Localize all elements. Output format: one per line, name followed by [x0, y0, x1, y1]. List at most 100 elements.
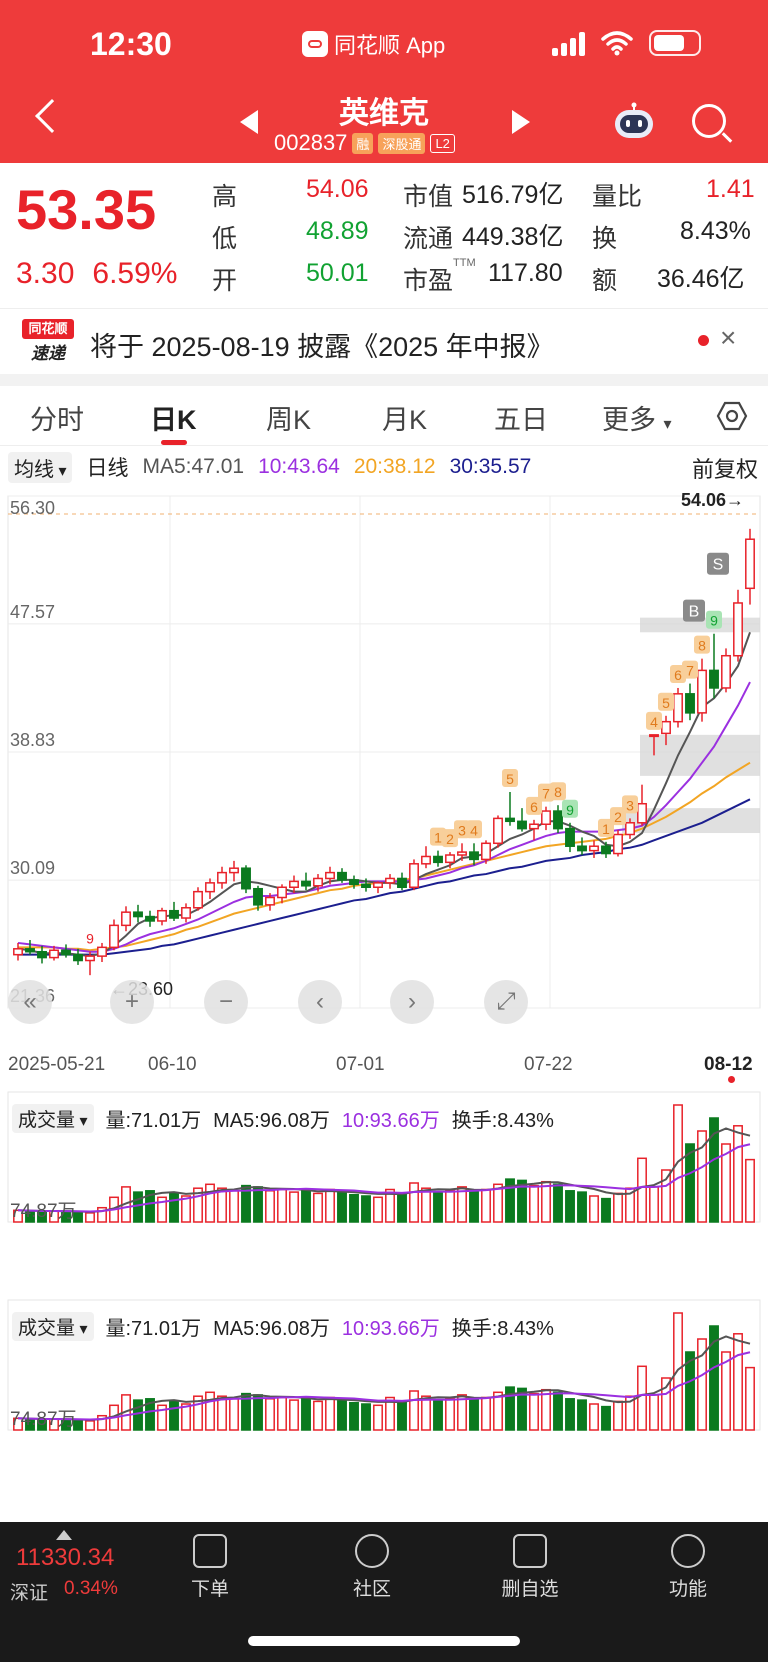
volume-dropdown[interactable]: 成交量 [12, 1312, 94, 1341]
volume-turnover: 换手:8.43% [451, 1318, 554, 1340]
volume-value: 量:71.01万 [105, 1110, 202, 1132]
mktcap-label: 市值 [403, 183, 454, 211]
tab-more[interactable]: 更多 ▾ [602, 398, 672, 437]
volume-bar [337, 1191, 347, 1223]
chart-settings-icon[interactable] [716, 400, 748, 432]
volume-bar [685, 1143, 695, 1223]
index-value[interactable]: 11330.34 [16, 1544, 115, 1571]
tab-more-caret-icon: ▾ [663, 416, 672, 433]
candle-body [181, 907, 191, 919]
next-stock-icon[interactable] [512, 110, 530, 134]
indicator-dropdown[interactable]: 均线 [8, 451, 73, 483]
fullscreen-icon[interactable]: ⤢ [484, 980, 528, 1024]
volume-bar [97, 1206, 107, 1223]
period-tabs: 分时 日K 周K 月K 五日 更多 ▾ [0, 386, 768, 446]
search-icon[interactable] [692, 104, 726, 138]
candle-body [481, 842, 491, 861]
float-value: 449.38亿 [462, 223, 564, 251]
volume-bar [193, 1187, 203, 1223]
volume-bar [421, 1187, 431, 1223]
td-marker-label: 4 [470, 822, 478, 838]
volume-bar [661, 1169, 671, 1223]
candle-body [85, 955, 95, 962]
collapse-icon[interactable]: « [8, 980, 52, 1024]
candle-body [145, 915, 155, 922]
nav-order[interactable]: 下单 [160, 1534, 260, 1601]
td-marker-label: 1 [434, 830, 442, 846]
td-marker-label: 2 [446, 831, 454, 847]
candle-body [37, 950, 47, 959]
volume-bar [637, 1365, 647, 1431]
nav-functions[interactable]: 功能 [638, 1534, 738, 1601]
volume-bar [469, 1398, 479, 1431]
news-text[interactable]: 将于 2025-08-19 披露《2025 年中报》 [90, 332, 554, 362]
nav-remove-watch[interactable]: 删自选 [480, 1534, 580, 1601]
unread-dot [698, 335, 709, 346]
robot-assistant-icon[interactable] [612, 102, 656, 140]
volume-ma5: MA5:96.08万 [213, 1318, 330, 1340]
candle-body [457, 851, 467, 856]
tab-five-day[interactable]: 五日 [494, 405, 548, 435]
volume-bar [181, 1195, 191, 1223]
adjust-mode[interactable]: 前复权 [692, 457, 759, 482]
news-close-icon[interactable]: × [720, 322, 737, 353]
prev-stock-icon[interactable] [240, 110, 258, 134]
tab-intraday[interactable]: 分时 [30, 405, 84, 435]
ma-lines [17, 631, 751, 958]
scroll-right-icon[interactable]: › [390, 980, 434, 1024]
zoom-in-icon[interactable]: + [110, 980, 154, 1024]
volume-bar [553, 1391, 563, 1431]
tab-monthly-k[interactable]: 月K [382, 405, 428, 435]
app-indicator[interactable]: 同花顺 App [302, 28, 445, 60]
active-tab-indicator [161, 440, 187, 445]
candle-body [421, 855, 431, 865]
volume-bar [385, 1188, 395, 1223]
volume-bar [517, 1179, 527, 1223]
signal-badge [707, 552, 729, 575]
nav-community[interactable]: 社区 [322, 1534, 422, 1601]
date-tick: 07-01 [336, 1054, 385, 1075]
volume-bar [373, 1196, 383, 1223]
candle-body [469, 851, 479, 861]
td-marker-label: 9 [566, 802, 574, 818]
volume-bar [505, 1386, 515, 1431]
volume-bar [433, 1191, 443, 1223]
td-marker-bg [526, 796, 542, 815]
index-up-arrow-icon [56, 1530, 72, 1540]
tab-daily-k[interactable]: 日K [150, 405, 197, 435]
volume-bar [349, 1401, 359, 1431]
mktcap-value: 516.79亿 [462, 181, 564, 209]
volume-dropdown[interactable]: 成交量 [12, 1104, 94, 1133]
volume-bar [589, 1195, 599, 1223]
volume-bar [313, 1192, 323, 1223]
td-marker-label: 7 [686, 663, 694, 679]
candle-body [97, 946, 107, 957]
volume-bar [85, 1420, 95, 1431]
volume-turnover: 换手:8.43% [451, 1110, 554, 1132]
volume-bar [361, 1403, 371, 1431]
td-marker-bg [610, 807, 626, 826]
scroll-left-icon[interactable]: ‹ [298, 980, 342, 1024]
volume-ma10-line [17, 1351, 751, 1421]
zoom-out-icon[interactable]: − [204, 980, 248, 1024]
high-label: 高 [212, 183, 238, 211]
candle-body [673, 693, 683, 723]
tab-weekly-k[interactable]: 周K [266, 405, 312, 435]
volume-header-2: 成交量 量:71.01万 MA5:96.08万 10:93.66万 换手:8.4… [12, 1312, 554, 1341]
amount-label: 额 [592, 267, 618, 295]
volume-bar [661, 1377, 671, 1431]
news-banner[interactable]: 同花顺 速递 将于 2025-08-19 披露《2025 年中报》 [0, 308, 768, 374]
candle-body [721, 654, 731, 689]
turnover-label: 换 [592, 225, 618, 253]
td-marker-label: 8 [554, 784, 562, 800]
volume-bar [601, 1197, 611, 1223]
td-marker-bg [694, 635, 710, 654]
volume-bar [421, 1395, 431, 1431]
td-marker-bg [466, 820, 482, 839]
volume-bar [541, 1388, 551, 1431]
volume-bar [529, 1392, 539, 1431]
open-value: 50.01 [306, 259, 369, 287]
candle-body [505, 817, 515, 823]
ma-legend: 均线 日线 MA5:47.01 10:43.64 20:38.12 30:35.… [8, 451, 531, 483]
